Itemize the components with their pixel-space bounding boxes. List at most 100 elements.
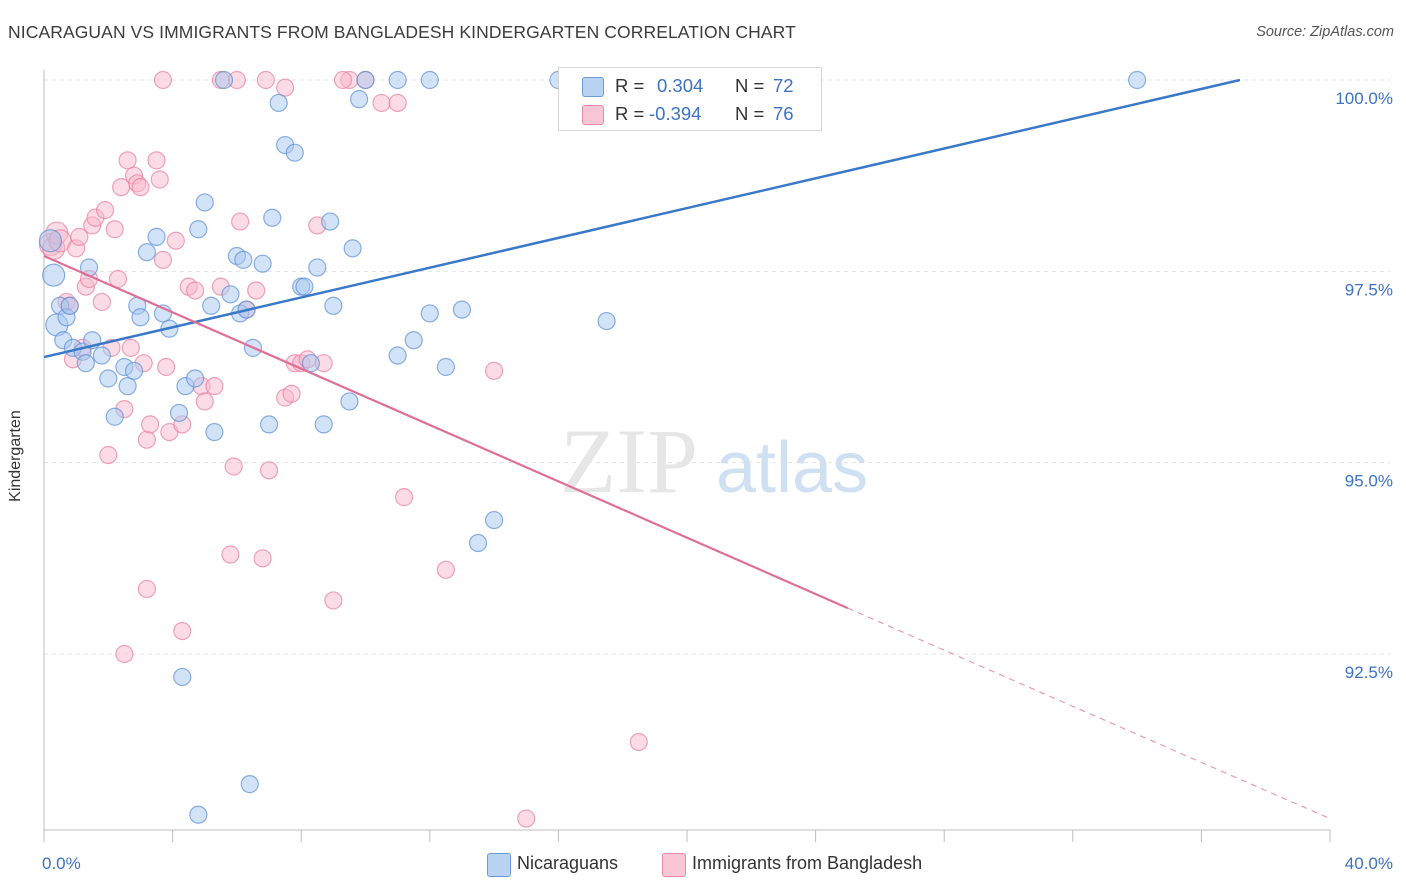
point-nicaraguans (263, 208, 282, 227)
point-nicaraguans (137, 243, 156, 262)
point-bangladesh (157, 357, 176, 377)
point-bangladesh (517, 809, 536, 828)
point-nicaraguans (92, 346, 111, 365)
trend-lines (43, 78, 1331, 820)
point-bangladesh (231, 212, 250, 231)
point-bangladesh (394, 488, 414, 507)
point-nicaraguans (420, 304, 439, 323)
point-bangladesh (131, 178, 150, 197)
trend-line-bangladesh-extrapolated (847, 607, 1331, 820)
point-nicaraguans (343, 239, 362, 258)
point-bangladesh (99, 445, 118, 465)
legend-n-label: N = (735, 75, 765, 96)
point-nicaraguans (205, 422, 224, 442)
point-bangladesh (166, 231, 185, 250)
legend-r-label: R = (615, 103, 645, 124)
point-bangladesh (137, 430, 156, 449)
point-bangladesh (137, 579, 156, 599)
point-bangladesh (256, 70, 275, 90)
point-bangladesh (282, 384, 301, 403)
point-nicaraguans (452, 300, 472, 319)
point-nicaraguans (202, 296, 221, 315)
point-nicaraguans (436, 357, 455, 377)
legend-swatch-blue (487, 853, 511, 877)
point-nicaraguans (485, 510, 504, 530)
point-bangladesh (95, 201, 115, 220)
watermark-atlas: atlas (716, 428, 868, 508)
point-nicaraguans (388, 70, 407, 90)
x-tick-label: 0.0% (42, 854, 81, 873)
point-bangladesh (247, 281, 266, 300)
point-bangladesh (205, 377, 224, 396)
legend-swatch-blue (582, 77, 604, 97)
point-nicaraguans (1127, 70, 1147, 90)
point-bangladesh (173, 621, 192, 641)
point-nicaraguans (147, 227, 166, 246)
y-tick-label: 97.5% (1345, 280, 1393, 299)
point-nicaraguans (285, 143, 304, 162)
trend-line-nicaraguans (43, 78, 1241, 359)
point-nicaraguans (356, 70, 375, 90)
legend-n-label: N = (735, 103, 765, 124)
point-bangladesh (70, 227, 89, 246)
point-bangladesh (259, 461, 279, 480)
legend-r-value: -0.394 (649, 103, 702, 124)
legend-n-value: 76 (773, 103, 794, 124)
point-nicaraguans (240, 775, 259, 794)
point-nicaraguans (420, 70, 439, 90)
point-bangladesh (324, 591, 343, 610)
legend-swatch-pink (582, 105, 604, 125)
watermark: ZIP atlas (560, 410, 868, 512)
point-nicaraguans (468, 533, 488, 553)
point-bangladesh (388, 93, 407, 113)
point-bangladesh (92, 292, 111, 312)
point-nicaraguans (597, 311, 616, 331)
point-bangladesh (147, 151, 166, 170)
point-nicaraguans (324, 296, 343, 315)
point-bangladesh (333, 70, 353, 90)
point-nicaraguans (388, 346, 407, 365)
point-nicaraguans (404, 331, 423, 350)
point-bangladesh (150, 170, 169, 189)
legend-swatch-pink (662, 853, 686, 877)
point-bangladesh (629, 732, 648, 752)
point-bangladesh (372, 93, 391, 113)
point-bangladesh (153, 250, 173, 269)
x-tick-label: 40.0% (1345, 854, 1393, 873)
point-bangladesh (105, 220, 124, 239)
point-bangladesh (436, 560, 455, 579)
point-bangladesh (153, 70, 173, 90)
point-nicaraguans (131, 308, 150, 327)
point-nicaraguans (221, 285, 240, 304)
point-bangladesh (140, 415, 160, 434)
chart-title: NICARAGUAN VS IMMIGRANTS FROM BANGLADESH… (8, 22, 796, 42)
legend-label: Immigrants from Bangladesh (692, 853, 923, 873)
series-bangladesh-points (38, 70, 648, 828)
point-bangladesh (224, 457, 243, 476)
point-nicaraguans (169, 403, 189, 423)
stats-legend: R = 0.304 N = 72 R = -0.394 N = 76 (558, 67, 822, 131)
point-nicaraguans (234, 250, 253, 269)
point-nicaraguans (340, 392, 359, 411)
point-nicaraguans (314, 415, 333, 434)
y-tick-label: 100.0% (1335, 89, 1393, 108)
point-nicaraguans (349, 90, 369, 109)
point-nicaraguans (105, 407, 124, 426)
axes (43, 70, 1331, 842)
point-bangladesh (195, 392, 214, 411)
point-nicaraguans (60, 296, 79, 315)
legend-row-bangladesh: R = -0.394 N = 76 (559, 100, 821, 128)
point-bangladesh (221, 545, 240, 564)
point-nicaraguans (124, 361, 144, 380)
series-nicaraguans-points (38, 70, 1147, 824)
point-nicaraguans (301, 354, 320, 373)
point-nicaraguans (253, 254, 272, 273)
point-nicaraguans (76, 354, 95, 373)
point-nicaraguans (118, 377, 137, 396)
gridlines (44, 79, 1390, 655)
legend-r-label: R = (615, 75, 645, 96)
point-bangladesh (115, 644, 134, 664)
point-bangladesh (485, 361, 504, 380)
point-nicaraguans (195, 193, 214, 212)
